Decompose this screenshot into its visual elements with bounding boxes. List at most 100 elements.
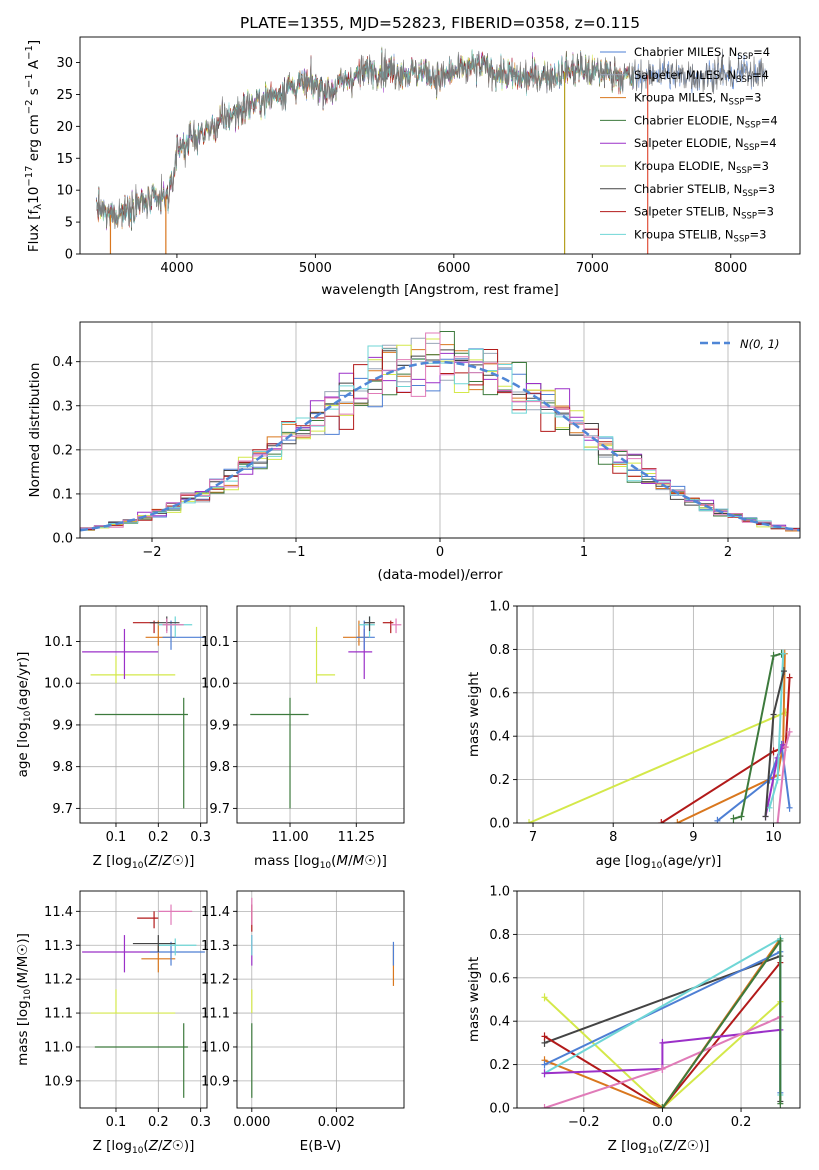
weight-series-line	[528, 711, 786, 823]
y-tick-label: 9.9	[209, 718, 230, 733]
x-tick-label: 6000	[437, 261, 470, 276]
legend-label: Kroupa MILES, NSSP=3	[634, 91, 761, 108]
gaussian-curve	[80, 360, 800, 532]
errorbar-point	[158, 904, 193, 925]
legend-label: Salpeter STELIB, NSSP=3	[634, 205, 774, 222]
weight-point-marker	[770, 651, 777, 660]
y-tick-label: 0.4	[52, 355, 73, 370]
x-tick-label: 0	[436, 545, 444, 560]
y-tick-label: 0.4	[489, 1015, 510, 1030]
errorbar-point	[132, 935, 176, 953]
y-tick-label: 11.1	[201, 1007, 230, 1022]
x-tick-label: −2	[142, 545, 161, 560]
x-tick-label: 8	[609, 830, 617, 845]
weight-point-marker	[786, 727, 793, 736]
axes-frame	[516, 605, 801, 824]
y-tick-label: 11.4	[201, 905, 230, 920]
chart-age_vs_Z: 0.1 0.2 0.3 9.7 9.8 9.9 10.0 10.1 Z [log10(Z/Z☉)…	[15, 605, 211, 871]
weight-point-marker	[659, 1104, 666, 1108]
y-axis-label: mass weight	[466, 957, 482, 1042]
errorbar-point	[94, 697, 188, 809]
y-axis-label: age [log10(age/yr)]	[15, 652, 33, 778]
y-tick-label: 1.0	[489, 885, 510, 900]
plot-area	[541, 934, 784, 1108]
axes-frame	[236, 890, 405, 1109]
weight-point-marker	[780, 667, 787, 676]
x-tick-label: 2	[724, 545, 732, 560]
legend: Chabrier MILES, NSSP=4 Salpeter MILES, NS…	[600, 45, 778, 244]
y-tick-label: 11.0	[44, 1040, 73, 1055]
weight-point-marker	[766, 803, 773, 812]
weight-point-marker	[770, 710, 777, 719]
errorbar-point	[356, 620, 375, 650]
legend-label: Chabrier STELIB, NSSP=3	[634, 182, 775, 199]
y-tick-label: 0.4	[489, 730, 510, 745]
axes-frame	[79, 605, 208, 824]
errorbar-point	[390, 618, 402, 634]
y-tick-label: 1.0	[489, 600, 510, 615]
errorbar-point	[162, 620, 205, 650]
y-tick-label: 10.1	[44, 635, 73, 650]
axes-frame	[79, 890, 208, 1109]
x-axis-label: mass [log10(M/M☉)]	[254, 853, 387, 871]
legend-label: Kroupa ELODIE, NSSP=3	[634, 159, 769, 176]
errorbar-point	[364, 616, 375, 632]
x-tick-label: 0.000	[233, 1115, 270, 1130]
chart-age_vs_mass: 11.00 11.25 9.7 9.8 9.9 10.0 10.1 mass [log10(M…	[201, 605, 405, 871]
spectrum-data-line	[96, 48, 766, 230]
y-tick-label: 9.9	[52, 718, 73, 733]
y-tick-label: 9.8	[52, 760, 73, 775]
weight-point-marker	[730, 814, 737, 823]
y-tick-label: 11.2	[44, 973, 73, 988]
weight-point-marker	[777, 936, 784, 945]
x-tick-label: 10	[765, 830, 782, 845]
y-axis-label: mass [log10(M/M☉)]	[15, 933, 33, 1066]
y-tick-label: 0.1	[52, 487, 73, 502]
axes-frame	[516, 890, 801, 1109]
y-tick-label: 0.6	[489, 686, 510, 701]
chart-spectrum: 4000 5000 6000 7000 8000 0 5 10 15 20 25 30 waveleng…	[24, 36, 801, 298]
x-tick-label: 11.00	[271, 830, 308, 845]
axes-frame	[236, 605, 405, 824]
weight-point-marker	[659, 1064, 666, 1073]
x-axis-label: Z [log10(Z/Z☉)]	[93, 1138, 195, 1156]
y-tick-label: 25	[56, 88, 73, 103]
x-axis-label: wavelength [Angstrom, rest frame]	[321, 282, 559, 298]
x-tick-label: −1	[286, 545, 305, 560]
plot-area	[80, 331, 800, 538]
chart-residuals: −2 −1 0 1 2 0.0 0.1 0.2 0.3 0.4 (data-model)/error…	[27, 321, 801, 583]
y-tick-label: 15	[56, 152, 73, 167]
y-axis-label: mass weight	[466, 672, 482, 757]
y-tick-label: 0.2	[52, 443, 73, 458]
y-tick-label: 11.3	[201, 939, 230, 954]
legend-label: Salpeter MILES, NSSP=4	[634, 68, 769, 85]
y-tick-label: 0.8	[489, 643, 510, 658]
weight-series-line	[716, 744, 791, 822]
x-axis-label: E(B-V)	[300, 1138, 342, 1154]
errorbar-point	[158, 616, 193, 638]
weight-point-marker	[774, 775, 781, 784]
y-tick-label: 0.2	[489, 1058, 510, 1073]
panels: 4000 5000 6000 7000 8000051015202530waveleng…	[15, 36, 801, 1156]
y-tick-label: 0.0	[489, 817, 510, 832]
errorbar-point	[137, 911, 159, 929]
y-tick-label: 9.7	[209, 802, 230, 817]
y-tick-label: 5	[65, 216, 73, 231]
x-tick-label: 9	[689, 830, 697, 845]
legend-label: Chabrier MILES, NSSP=4	[634, 45, 770, 62]
plot-area	[82, 616, 205, 809]
y-tick-label: 10	[56, 184, 73, 199]
errorbar-point	[158, 938, 197, 956]
x-tick-label: 0.3	[190, 830, 211, 845]
weight-series-line	[733, 652, 782, 820]
errorbar-point	[250, 697, 309, 809]
errorbar-point	[358, 616, 375, 638]
y-tick-label: 11.4	[44, 905, 73, 920]
x-tick-label: 11.25	[338, 830, 375, 845]
weight-point-marker	[774, 819, 781, 823]
chart-mass_vs_EBV: 0.000 0.002 10.9 11.0 11.1 11.2 11.3 11.4 E(B-V)	[201, 890, 405, 1154]
x-tick-label: 0.2	[731, 1115, 752, 1130]
y-tick-label: 0.0	[52, 532, 73, 547]
plot-area	[526, 649, 793, 823]
weight-point-marker	[782, 743, 789, 752]
